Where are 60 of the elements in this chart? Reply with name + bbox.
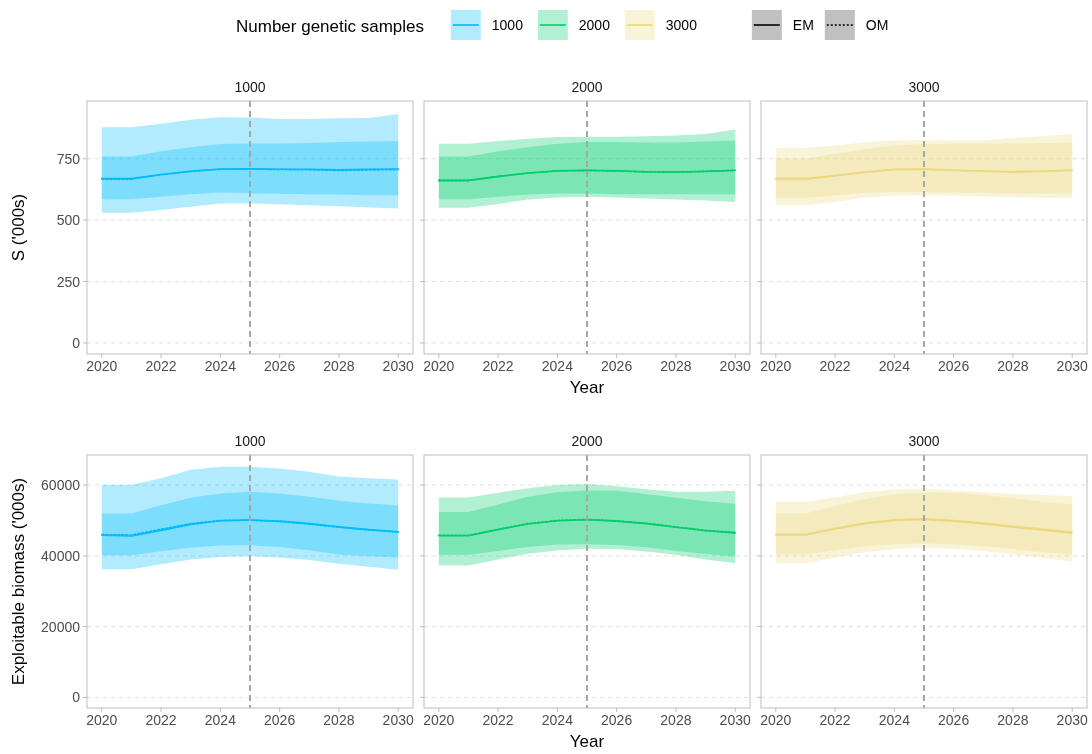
x-tick-label: 2028 [660, 712, 692, 728]
x-tick-label: 2026 [601, 358, 633, 374]
x-tick-label: 2026 [264, 358, 296, 374]
x-tick-label: 2020 [760, 358, 792, 374]
y-axis-title: S ('000s) [9, 193, 28, 262]
y-tick-label: 20000 [41, 618, 81, 635]
x-tick-label: 2028 [323, 712, 355, 728]
y-tick-label: 60000 [41, 477, 81, 494]
x-tick-label: 2030 [719, 712, 751, 728]
chart-title: 1000 [234, 433, 266, 449]
chart-title: 3000 [908, 433, 940, 449]
x-tick-label: 2030 [719, 358, 751, 374]
x-tick-label: 2024 [878, 712, 911, 728]
x-axis-title: Year [569, 378, 605, 397]
x-tick-label: 2022 [819, 358, 851, 374]
y-tick-label: 0 [72, 334, 81, 351]
x-tick-label: 2026 [938, 712, 970, 728]
x-tick-label: 2020 [423, 712, 455, 728]
x-tick-label: 2022 [482, 712, 514, 728]
chart-title: 3000 [665, 17, 697, 33]
x-tick-label: 2030 [1056, 712, 1088, 728]
x-tick-label: 2020 [760, 712, 792, 728]
chart-title: 1000 [234, 79, 266, 95]
chart-title: 2000 [571, 433, 603, 449]
chart-title: 2000 [578, 17, 610, 33]
x-tick-label: 2028 [997, 712, 1029, 728]
x-tick-label: 2024 [541, 712, 574, 728]
y-tick-label: 250 [56, 273, 81, 290]
x-tick-label: 2030 [1056, 358, 1088, 374]
x-tick-label: 2030 [382, 712, 414, 728]
x-tick-label: 2024 [541, 358, 574, 374]
x-tick-label: 2022 [145, 358, 177, 374]
x-axis-title: Year [569, 732, 605, 751]
x-tick-label: 2024 [204, 358, 237, 374]
chart-title: 2000 [571, 79, 603, 95]
x-tick-label: 2022 [819, 712, 851, 728]
x-tick-label: 2020 [86, 712, 118, 728]
x-tick-label: 2026 [264, 712, 296, 728]
y-tick-label: 40000 [41, 547, 81, 564]
x-tick-label: 2022 [145, 712, 177, 728]
x-tick-label: 2026 [938, 358, 970, 374]
x-tick-label: 2028 [997, 358, 1029, 374]
x-tick-label: 2024 [204, 712, 237, 728]
y-tick-label: 0 [72, 689, 81, 706]
x-tick-label: 2028 [660, 358, 692, 374]
y-tick-label: 500 [56, 212, 81, 229]
x-tick-label: 2022 [482, 358, 514, 374]
y-axis-title: Exploitable biomass ('000s) [9, 477, 28, 686]
x-tick-label: 2030 [382, 358, 414, 374]
y-tick-label: 750 [56, 150, 81, 167]
chart-title: 1000 [491, 17, 523, 33]
text: EM [792, 17, 814, 33]
x-tick-label: 2020 [86, 358, 118, 374]
chart-title: 3000 [908, 79, 940, 95]
x-tick-label: 2028 [323, 358, 355, 374]
legend-title: Number genetic samples [236, 17, 425, 36]
x-tick-label: 2026 [601, 712, 633, 728]
x-tick-label: 2024 [878, 358, 911, 374]
text: OM [865, 17, 889, 33]
x-tick-label: 2020 [423, 358, 455, 374]
